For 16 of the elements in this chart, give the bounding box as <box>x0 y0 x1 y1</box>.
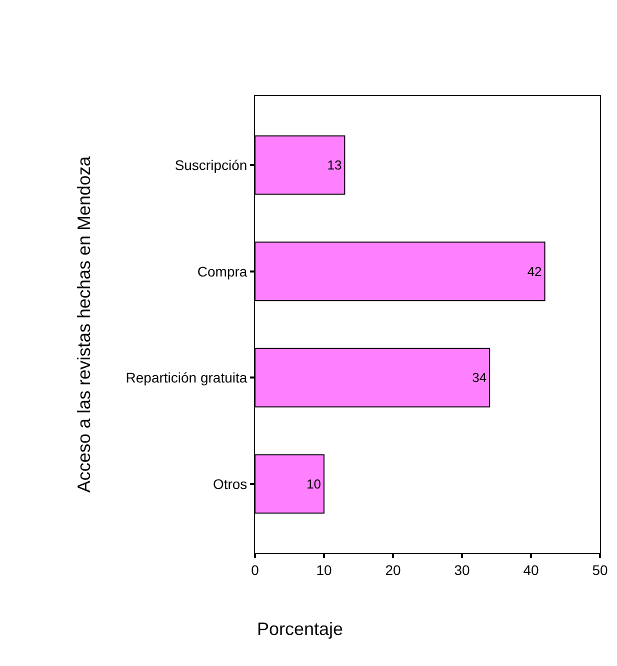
y-tick-label: Compra <box>197 263 248 280</box>
data-label: 34 <box>472 370 487 386</box>
y-axis-title: Acceso a las revistas hechas en Mendoza <box>74 155 94 493</box>
x-tick-label: 10 <box>316 562 332 578</box>
x-tick-label: 0 <box>251 562 260 578</box>
data-label: 10 <box>306 476 321 492</box>
data-label: 13 <box>327 158 342 173</box>
y-tick-label: Suscripción <box>174 156 248 173</box>
x-tick-label: 50 <box>592 562 608 578</box>
y-tick-label: Otros <box>212 476 248 492</box>
data-label: 42 <box>527 264 542 279</box>
x-tick-label: 40 <box>523 562 539 578</box>
x-axis-title: Porcentaje <box>257 619 344 639</box>
x-tick-label: 20 <box>385 562 401 578</box>
y-tick-label: Repartición gratuita <box>126 370 248 386</box>
x-tick-label: 30 <box>454 562 470 578</box>
